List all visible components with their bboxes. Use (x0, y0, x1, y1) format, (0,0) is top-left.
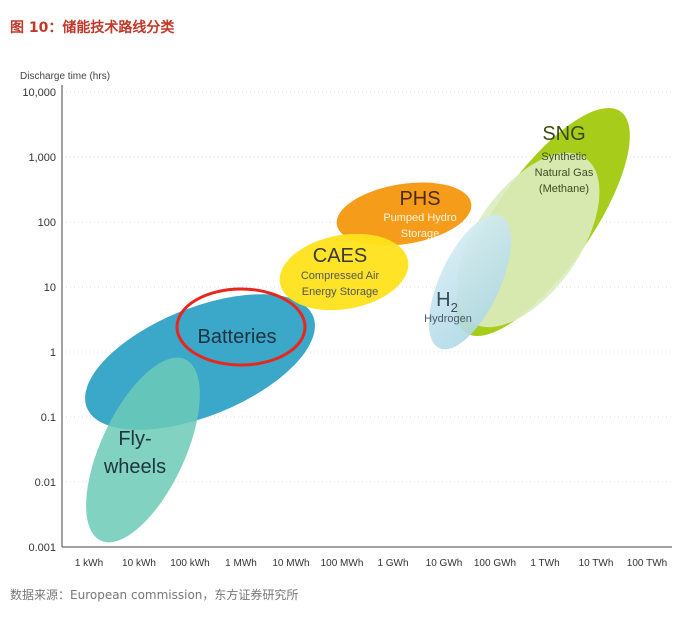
y-tick-label: 100 (38, 217, 56, 229)
x-tick-label: 1 MWh (225, 558, 257, 569)
region-phs (336, 182, 472, 246)
region-flywheels (86, 357, 200, 543)
y-tick-label: 0.001 (28, 542, 56, 554)
batteries-label: Batteries (198, 326, 277, 348)
x-tick-label: 100 kWh (170, 558, 209, 569)
y-tick-label: 10 (44, 282, 56, 294)
x-tick-label: 1 kWh (75, 558, 103, 569)
region-caes (279, 233, 409, 311)
region-h2 (428, 214, 512, 350)
flywheels-label-line1: Fly- (118, 428, 151, 450)
x-tick-label: 10 kWh (122, 558, 156, 569)
flywheels-label-line2: wheels (103, 456, 166, 478)
x-tick-labels: 1 kWh 10 kWh 100 kWh 1 MWh 10 MWh 100 MW… (75, 558, 667, 569)
y-tick-label: 0.1 (41, 412, 56, 424)
sng-sublabel-line3: (Methane) (539, 183, 589, 195)
sng-sublabel-line2: Natural Gas (535, 167, 594, 179)
x-tick-label: 100 TWh (627, 558, 667, 569)
h2-sublabel: Hydrogen (424, 313, 472, 325)
y-tick-labels: 10,000 1,000 100 10 1 0.1 0.01 0.001 (22, 87, 56, 554)
sng-label: SNG (542, 123, 585, 145)
caes-sublabel-line2: Energy Storage (302, 286, 378, 298)
phs-sublabel-line2: Storage (401, 228, 440, 240)
y-tick-label: 0.01 (35, 477, 56, 489)
y-tick-label: 1,000 (28, 152, 56, 164)
x-tick-label: 10 MWh (272, 558, 309, 569)
caes-sublabel-line1: Compressed Air (301, 270, 380, 282)
sng-sublabel-line1: Synthetic (541, 151, 587, 163)
x-tick-label: 100 MWh (321, 558, 364, 569)
phs-sublabel-line1: Pumped Hydro (383, 212, 456, 224)
x-tick-label: 10 GWh (426, 558, 463, 569)
caes-label: CAES (313, 245, 367, 267)
y-tick-label: 10,000 (22, 87, 56, 99)
y-axis-label: Discharge time (hrs) (20, 71, 110, 82)
highlight-circle (175, 287, 307, 367)
phs-label: PHS (399, 188, 440, 210)
x-tick-label: 100 GWh (474, 558, 516, 569)
x-tick-label: 10 TWh (579, 558, 614, 569)
figure-title: 图 10：储能技术路线分类 (10, 20, 175, 36)
x-tick-label: 1 GWh (377, 558, 408, 569)
y-tick-label: 1 (50, 347, 56, 359)
chart: Discharge time (hrs) 10,000 1,000 100 10… (20, 71, 672, 569)
x-tick-label: 1 TWh (530, 558, 559, 569)
source-note: 数据来源：European commission，东方证券研究所 (10, 588, 299, 602)
